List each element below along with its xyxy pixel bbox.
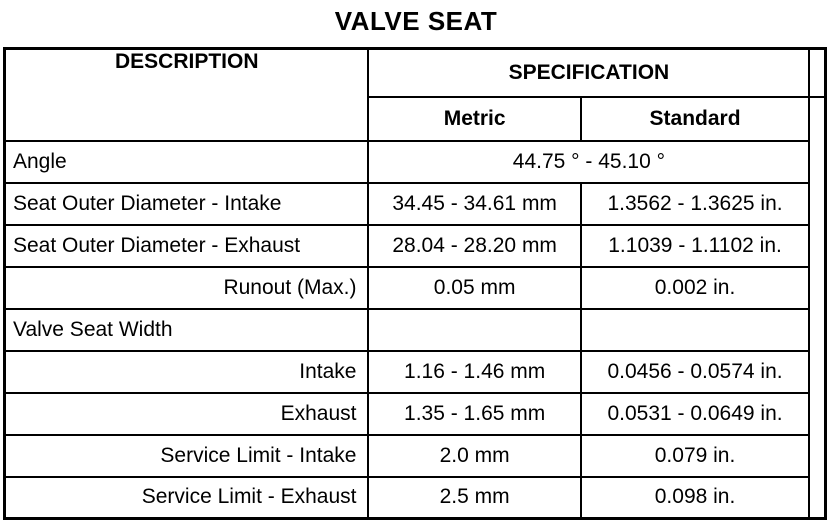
edge-column-top xyxy=(808,47,827,98)
row-label: Seat Outer Diameter - Exhaust xyxy=(3,223,370,268)
row-value-metric: 1.35 - 1.65 mm xyxy=(367,391,582,436)
row-value-standard: 0.098 in. xyxy=(579,475,811,520)
row-value-standard: 1.3562 - 1.3625 in. xyxy=(579,181,811,226)
row-value-standard: 0.0531 - 0.0649 in. xyxy=(579,391,811,436)
row-value-metric: 2.0 mm xyxy=(367,433,582,478)
valve-seat-spec-table: DESCRIPTION SPECIFICATION Metric Standar… xyxy=(3,47,827,520)
row-value-metric: 1.16 - 1.46 mm xyxy=(367,349,582,394)
table-row: Seat Outer Diameter - Exhaust 28.04 - 28.… xyxy=(3,223,826,268)
row-value-metric: 0.05 mm xyxy=(367,265,582,310)
page-title: VALVE SEAT xyxy=(334,6,498,36)
row-value-standard: 0.0456 - 0.0574 in. xyxy=(579,349,811,394)
table-row: Intake 1.16 - 1.46 mm 0.0456 - 0.0574 in. xyxy=(3,349,826,394)
table-row: Angle 44.75 ° - 45.10 ° xyxy=(3,139,826,184)
col-header-specification: SPECIFICATION xyxy=(367,47,811,98)
row-label: Service Limit - Exhaust xyxy=(3,475,370,520)
row-label: Exhaust xyxy=(3,391,370,436)
col-header-standard: Standard xyxy=(579,95,811,142)
table-row: Exhaust 1.35 - 1.65 mm 0.0531 - 0.0649 in. xyxy=(3,391,826,436)
col-header-description: DESCRIPTION xyxy=(3,47,370,142)
header-row-units: Metric Standard xyxy=(5,95,827,520)
table-row: Runout (Max.) 0.05 mm 0.002 in. xyxy=(3,265,826,310)
col-header-metric: Metric xyxy=(367,95,582,142)
row-label: Valve Seat Width xyxy=(3,307,370,352)
table-row: Seat Outer Diameter - Intake 34.45 - 34.6… xyxy=(3,181,826,226)
row-value-metric: 28.04 - 28.20 mm xyxy=(367,223,582,268)
row-value-standard: 1.1039 - 1.1102 in. xyxy=(579,223,811,268)
row-value-metric: 34.45 - 34.61 mm xyxy=(367,181,582,226)
row-label: Service Limit - Intake xyxy=(3,433,370,478)
table-row: Service Limit - Intake 2.0 mm 0.079 in. xyxy=(3,433,826,478)
header-row-groups: DESCRIPTION SPECIFICATION xyxy=(3,47,827,142)
edge-column-body xyxy=(808,95,827,520)
row-label: Seat Outer Diameter - Intake xyxy=(3,181,370,226)
row-value-standard: 0.079 in. xyxy=(579,433,811,478)
row-value-standard xyxy=(579,307,811,352)
row-value-metric xyxy=(367,307,582,352)
row-label: Runout (Max.) xyxy=(3,265,370,310)
row-label: Angle xyxy=(3,139,370,184)
row-value-standard: 0.002 in. xyxy=(579,265,811,310)
table-row: Service Limit - Exhaust 2.5 mm 0.098 in. xyxy=(3,475,826,520)
table-row: Valve Seat Width xyxy=(3,307,826,352)
row-label: Intake xyxy=(3,349,370,394)
row-value-combined: 44.75 ° - 45.10 ° xyxy=(367,139,811,184)
row-value-metric: 2.5 mm xyxy=(367,475,582,520)
